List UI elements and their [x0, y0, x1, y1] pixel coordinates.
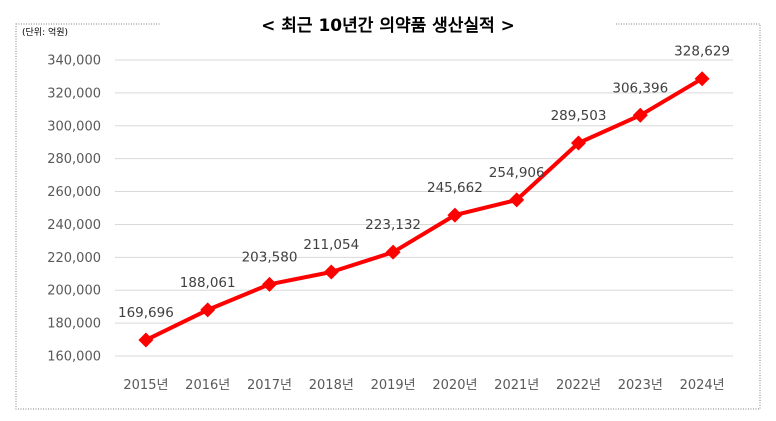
x-tick-label: 2015년: [123, 378, 168, 393]
data-value-label: 223,132: [365, 217, 421, 233]
data-point-marker: [447, 207, 463, 223]
y-tick-label: 300,000: [47, 119, 101, 134]
series-line: [143, 76, 705, 343]
data-value-label: 245,662: [427, 180, 483, 196]
title-background: [160, 14, 616, 36]
data-value-label: 169,696: [118, 305, 174, 321]
data-point-marker: [509, 192, 525, 208]
y-axis-ticks: 160,000 180,000 200,000 220,000 240,000 260,0…: [47, 54, 101, 365]
series-line-layer: [143, 76, 705, 343]
x-tick-label: 2016년: [185, 378, 230, 393]
data-value-label: 306,396: [612, 80, 668, 96]
data-point-marker: [262, 276, 277, 292]
x-axis-ticks: 2015년 2016년 2017년 2018년 2019년 2020년 2021년 2022년…: [123, 378, 724, 393]
data-value-label: 203,580: [242, 249, 298, 265]
y-tick-label: 280,000: [47, 152, 101, 167]
chart-border: [15, 23, 761, 410]
data-point-marker: [323, 264, 339, 280]
y-tick-label: 160,000: [47, 350, 101, 365]
data-point-marker: [694, 71, 710, 87]
x-tick-label: 2022년: [556, 378, 601, 393]
chart-title: < 최근 10년간 의약품 생산실적 >: [261, 15, 515, 36]
x-tick-label: 2019년: [371, 378, 416, 393]
series-markers: [138, 71, 710, 348]
x-tick-label: 2017년: [247, 378, 292, 393]
data-value-label: 289,503: [551, 108, 607, 124]
data-value-label: 211,054: [303, 237, 359, 253]
x-tick-label: 2018년: [309, 378, 354, 393]
y-tick-label: 340,000: [47, 54, 101, 69]
x-tick-label: 2023년: [618, 378, 663, 393]
y-tick-label: 240,000: [47, 218, 101, 233]
y-tick-label: 200,000: [47, 284, 101, 299]
x-tick-label: 2024년: [680, 378, 725, 393]
data-point-marker: [385, 244, 401, 260]
x-tick-label: 2020년: [432, 378, 477, 393]
data-point-marker: [200, 302, 216, 318]
data-labels: 169,696 188,061 203,580 211,054 223,132 245,6…: [118, 44, 730, 321]
gridlines: [115, 59, 733, 357]
data-point-marker: [138, 332, 154, 348]
data-value-label: 328,629: [674, 44, 730, 60]
y-tick-label: 320,000: [47, 86, 101, 101]
y-tick-label: 260,000: [47, 185, 101, 200]
x-tick-label: 2021년: [494, 378, 539, 393]
data-value-label: 254,906: [489, 165, 545, 181]
data-point-marker: [571, 135, 586, 151]
unit-note: (단위: 억원): [22, 26, 68, 38]
y-tick-label: 220,000: [47, 251, 101, 266]
y-tick-label: 180,000: [47, 317, 101, 332]
data-point-marker: [632, 107, 648, 123]
data-value-label: 188,061: [180, 275, 236, 291]
